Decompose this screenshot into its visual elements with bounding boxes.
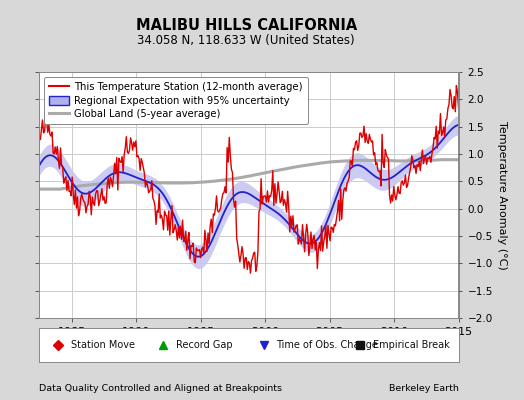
Text: Record Gap: Record Gap <box>176 340 232 350</box>
Text: Time of Obs. Change: Time of Obs. Change <box>276 340 378 350</box>
Legend: This Temperature Station (12-month average), Regional Expectation with 95% uncer: This Temperature Station (12-month avera… <box>45 77 308 124</box>
Text: Data Quality Controlled and Aligned at Breakpoints: Data Quality Controlled and Aligned at B… <box>39 384 282 393</box>
Text: Berkeley Earth: Berkeley Earth <box>389 384 458 393</box>
Text: 34.058 N, 118.633 W (United States): 34.058 N, 118.633 W (United States) <box>137 34 355 47</box>
Y-axis label: Temperature Anomaly (°C): Temperature Anomaly (°C) <box>497 121 507 269</box>
Text: Station Move: Station Move <box>71 340 135 350</box>
Text: MALIBU HILLS CALIFORNIA: MALIBU HILLS CALIFORNIA <box>136 18 357 34</box>
Text: Empirical Break: Empirical Break <box>373 340 449 350</box>
